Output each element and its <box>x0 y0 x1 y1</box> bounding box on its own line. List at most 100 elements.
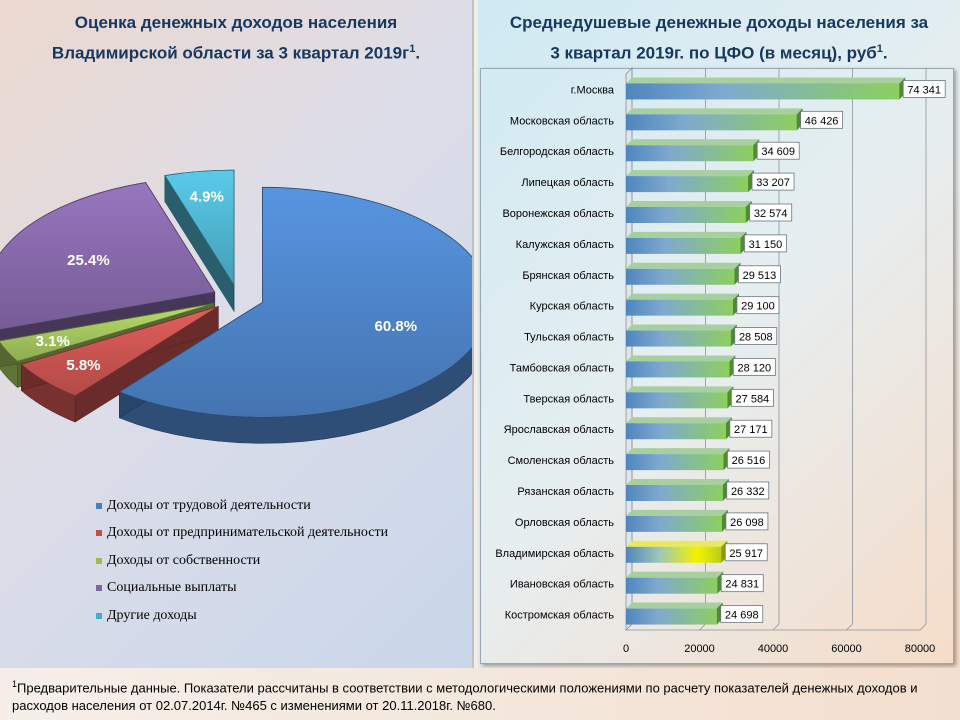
legend-label: Доходы от собственности <box>107 552 261 568</box>
bar-top <box>626 355 736 362</box>
value-label: 27 584 <box>736 393 770 405</box>
bar <box>626 237 741 254</box>
bar-top <box>626 509 728 516</box>
category-label: Брянская область <box>522 270 614 282</box>
bar <box>626 577 718 594</box>
legend-label: Социальные выплаты <box>107 580 237 596</box>
bar <box>626 485 723 501</box>
value-label: 31 150 <box>749 239 783 251</box>
bar-chart-title: Среднедушевые денежные доходы населения … <box>478 10 960 67</box>
gridline-floor <box>772 623 780 631</box>
pie-slice <box>118 186 472 418</box>
bar-top <box>626 262 741 269</box>
bar <box>626 207 746 223</box>
bar <box>626 454 724 471</box>
value-label: 29 513 <box>743 270 777 282</box>
gridline-floor <box>846 623 853 631</box>
value-label-box <box>738 265 781 284</box>
category-label: Воронежская область <box>502 208 614 220</box>
value-label-box <box>736 296 780 315</box>
bar <box>626 515 722 532</box>
bar-top <box>626 540 728 547</box>
value-label: 33 207 <box>756 177 790 189</box>
bar-top <box>626 386 734 393</box>
value-label-box <box>727 450 770 469</box>
bar <box>626 392 728 409</box>
legend-item: Доходы от трудовой деятельности <box>96 492 388 520</box>
category-label: Смоленская область <box>508 455 615 467</box>
value-label-box <box>724 543 768 562</box>
pie-legend: Доходы от трудовой деятельности Доходы от… <box>96 492 388 630</box>
bar-top <box>626 170 755 177</box>
value-label-box <box>749 203 793 222</box>
bar-title-sup: 1 <box>876 43 883 55</box>
bar <box>626 608 717 625</box>
value-label-box <box>726 481 770 500</box>
value-label-box <box>744 234 787 253</box>
value-label: 27 171 <box>734 424 768 436</box>
bar <box>626 299 733 316</box>
pie-title-sup: 1 <box>409 43 416 55</box>
value-label: 32 574 <box>754 208 788 220</box>
pie-slice <box>0 303 215 362</box>
bar-top <box>626 602 723 609</box>
footnote-sup: 1 <box>12 679 18 689</box>
bar <box>626 330 731 347</box>
bar <box>626 546 722 563</box>
bar-top <box>626 77 906 84</box>
pie-data-label: 25.4% <box>67 252 110 269</box>
value-label-box <box>720 605 764 623</box>
value-label-box <box>756 141 800 160</box>
x-tick-label: 60000 <box>831 643 862 655</box>
category-label: Калужская область <box>516 239 615 251</box>
legend-item: Доходы от собственности <box>96 547 388 575</box>
gridline-floor <box>919 623 927 631</box>
legend-swatch <box>96 502 102 509</box>
bar <box>626 176 749 193</box>
bar-top <box>626 479 729 485</box>
bar <box>626 423 726 440</box>
value-label-box <box>732 358 776 376</box>
pie-data-label: 5.8% <box>66 357 100 374</box>
x-tick-label: 40000 <box>758 643 789 655</box>
x-tick-label: 80000 <box>905 643 936 655</box>
legend-swatch <box>96 557 102 564</box>
pie-slice <box>20 306 219 397</box>
bar-top <box>626 231 747 238</box>
bar-title-line1: Среднедушевые денежные доходы населения … <box>509 13 929 32</box>
bar-chart-frame <box>480 68 954 664</box>
legend-label: Доходы от трудовой деятельности <box>107 497 311 513</box>
legend-swatch <box>96 585 102 592</box>
value-label: 29 100 <box>741 301 775 313</box>
pie-data-label: 60.8% <box>375 318 418 335</box>
legend-item: Доходы от предпринимательской деятельнос… <box>96 520 388 548</box>
value-label: 46 426 <box>805 115 839 127</box>
bar <box>626 361 730 378</box>
value-label: 74 341 <box>907 84 941 96</box>
category-label: Тамбовская область <box>510 362 615 374</box>
pie-chart-title: Оценка денежных доходов населения Владим… <box>0 10 472 67</box>
gridline-floor <box>699 623 706 631</box>
value-label: 26 098 <box>730 517 764 529</box>
value-label: 26 332 <box>731 486 765 498</box>
pie-slice <box>0 182 216 331</box>
category-label: Московская область <box>510 115 614 127</box>
category-label: Курская область <box>530 301 615 313</box>
category-label: Белгородская область <box>500 146 614 158</box>
legend-label: Доходы от предпринимательской деятельнос… <box>107 525 389 541</box>
category-label: Орловская область <box>515 517 614 529</box>
category-label: Тульская область <box>524 332 614 344</box>
legend-label: Другие доходы <box>107 607 197 623</box>
category-label: Владимирская область <box>495 548 614 560</box>
bar <box>626 268 735 285</box>
category-label: Тверская область <box>523 393 614 405</box>
value-label-box <box>751 172 795 191</box>
x-tick-label: 0 <box>623 643 629 655</box>
pie-chart: 60.8% 5.8% 3.1% 25.4% 4.9% <box>0 169 472 444</box>
bar-top <box>626 571 724 578</box>
value-label-box <box>725 512 769 531</box>
category-label: Липецкая область <box>521 177 614 189</box>
legend-swatch <box>96 530 102 537</box>
value-label-box <box>729 419 773 438</box>
legend-item: Социальные выплаты <box>96 575 388 603</box>
